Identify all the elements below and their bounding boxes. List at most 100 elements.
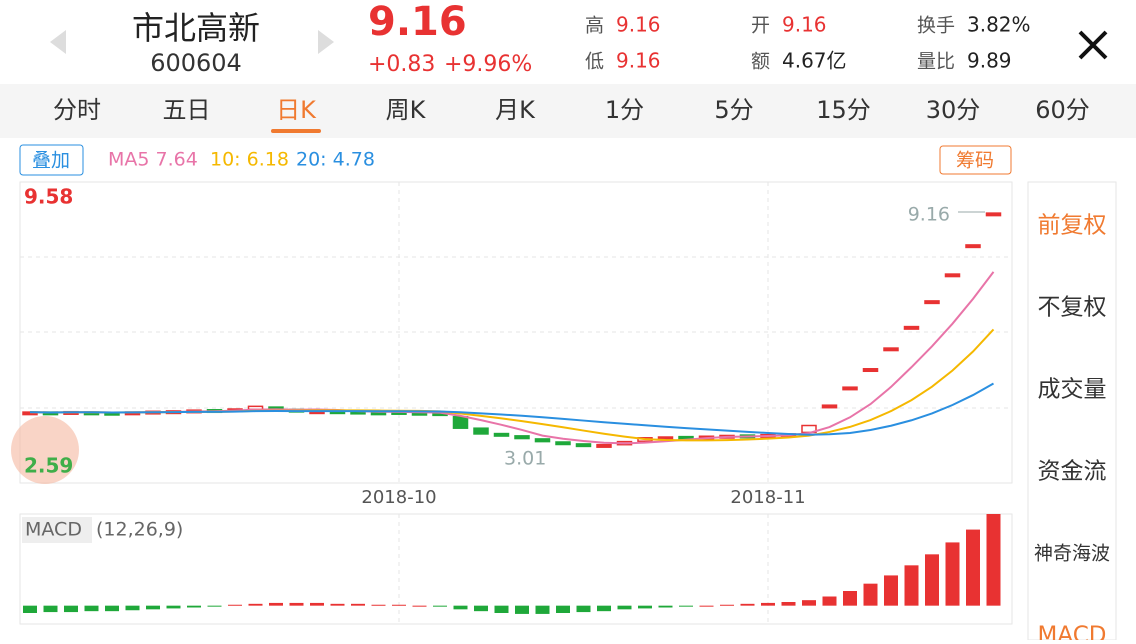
macd-label: MACD <box>25 519 82 541</box>
fold[interactable] <box>11 416 79 484</box>
side-item[interactable]: 前复权 <box>1038 213 1107 239</box>
macd-bar <box>43 605 58 613</box>
candle <box>534 438 551 443</box>
stat-label: 高 <box>585 15 604 37</box>
grid <box>20 256 1012 409</box>
candle <box>493 432 510 437</box>
macd-bar <box>966 529 980 606</box>
tab[interactable]: 日K <box>276 96 317 124</box>
macd-bar <box>269 602 283 606</box>
macd-bar <box>453 605 468 610</box>
last-price: 9.16 <box>908 204 950 226</box>
macd-bar <box>248 603 263 606</box>
macd-bar <box>884 575 898 606</box>
macd-bar <box>638 605 652 609</box>
macd-bar <box>146 605 160 610</box>
stat-label: 额 <box>751 51 770 73</box>
change-pct: +9.96% <box>444 52 532 77</box>
macd-bar <box>84 605 99 612</box>
macd-bar <box>802 600 816 606</box>
chips-btn[interactable] <box>939 145 1012 175</box>
macd-bar <box>720 604 734 606</box>
macd-bar <box>166 605 181 609</box>
candle <box>883 347 899 352</box>
macd-bar <box>658 605 673 608</box>
ymax: 9.58 <box>24 185 73 209</box>
candle <box>596 443 612 448</box>
macd-bar <box>699 605 714 607</box>
ma-line <box>29 382 994 436</box>
stat-label: 换手 <box>917 15 955 37</box>
tab[interactable]: 1分 <box>605 96 644 124</box>
stat-value: 9.16 <box>782 13 827 37</box>
change: +0.83 <box>368 52 435 77</box>
candle <box>821 404 838 409</box>
tab[interactable]: 5分 <box>714 96 753 124</box>
candle <box>575 443 592 448</box>
close[interactable] <box>1078 30 1108 60</box>
macd-bar <box>781 602 796 606</box>
candle <box>965 244 981 249</box>
side-item[interactable]: 不复权 <box>1038 295 1107 321</box>
macd-bar <box>597 605 611 612</box>
tab-bar <box>0 84 1136 138</box>
macd-bar <box>740 603 755 606</box>
tab[interactable]: 月K <box>495 96 536 124</box>
side-item[interactable]: MACD <box>1038 623 1107 644</box>
macd-bar <box>494 605 509 613</box>
macd-bar <box>310 602 324 606</box>
macd-bar <box>986 514 1001 606</box>
macd-bar <box>822 596 837 606</box>
macd-bar <box>556 605 570 613</box>
macd-bar <box>64 605 78 613</box>
ma5: MA5 7.64 <box>108 149 198 171</box>
macd-bar <box>228 604 242 606</box>
tab[interactable]: 五日 <box>163 96 211 124</box>
overlay-btn[interactable] <box>19 144 84 176</box>
tab[interactable]: 分时 <box>53 96 101 124</box>
stat-label: 低 <box>585 51 604 73</box>
stat-value: 9.16 <box>616 49 661 73</box>
prev[interactable] <box>50 30 66 54</box>
macd-bar <box>904 565 919 606</box>
candle <box>985 212 1002 217</box>
macd-bar <box>433 605 447 607</box>
stat-value: 3.82% <box>967 13 1031 37</box>
tab[interactable]: 30分 <box>926 96 981 124</box>
macd-bar <box>187 605 201 608</box>
macd-bar <box>863 583 878 606</box>
ma20: 20: 4.78 <box>296 149 375 171</box>
candle <box>862 368 879 373</box>
next[interactable] <box>318 30 334 54</box>
stat-label: 量比 <box>917 51 955 73</box>
macd-bar <box>207 605 222 607</box>
tab[interactable]: 周K <box>386 96 427 124</box>
stock-code: 600604 <box>150 49 242 77</box>
macd-bar <box>515 605 529 614</box>
stock-name: 市北高新 <box>132 9 260 47</box>
side-item[interactable]: 资金流 <box>1038 459 1107 485</box>
price: 9.16 <box>368 0 467 45</box>
side-item[interactable]: 成交量 <box>1038 377 1107 403</box>
ma10: 10: 6.18 <box>210 149 289 171</box>
date-label: 2018-11 <box>730 487 805 508</box>
stat-value: 4.67亿 <box>782 49 847 73</box>
macd-bar <box>392 604 406 606</box>
macd-bar <box>412 605 427 607</box>
macd-bar <box>23 605 37 613</box>
tab[interactable]: 60分 <box>1035 96 1090 124</box>
candle <box>944 273 961 278</box>
macd-bar <box>330 603 345 606</box>
overlay[interactable]: 叠加 <box>32 150 70 172</box>
macd-bar <box>945 542 960 606</box>
ymin: 2.59 <box>24 454 73 478</box>
chips[interactable]: 筹码 <box>956 150 994 172</box>
side-item[interactable]: 神奇海波 <box>1034 543 1110 565</box>
stat-label: 开 <box>751 15 770 37</box>
macd-bar <box>351 603 365 606</box>
candle <box>514 435 530 440</box>
candle <box>452 415 469 429</box>
macd-bar <box>105 605 119 612</box>
tab[interactable]: 15分 <box>816 96 871 124</box>
